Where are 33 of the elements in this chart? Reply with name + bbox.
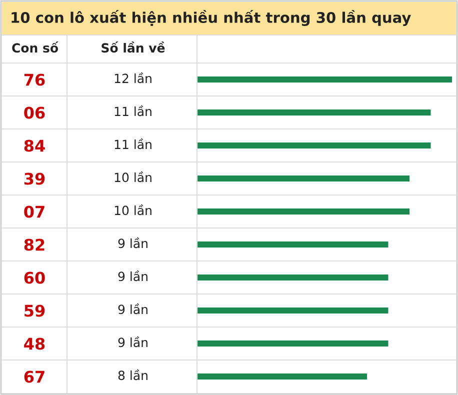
data-label: 9 lần	[118, 303, 148, 314]
data-label: 11 lần	[114, 138, 152, 150]
data-label: 10 lần	[114, 204, 152, 216]
bar	[197, 308, 388, 314]
bar	[197, 76, 452, 82]
bar	[197, 176, 410, 182]
bar	[197, 208, 410, 214]
y-tick-label: 67	[24, 370, 44, 383]
y-tick-label: 06	[24, 106, 45, 119]
text: Con số	[12, 42, 58, 53]
bar	[197, 142, 431, 148]
y-tick-label: 39	[24, 172, 45, 185]
text: Số lần về	[102, 42, 165, 53]
chart-title: 10 con lô xuất hiện nhiều nhất trong 30 lần quay	[12, 10, 411, 26]
y-tick-label: 07	[24, 206, 44, 218]
bar	[197, 374, 367, 380]
y-tick-label: 60	[24, 272, 45, 284]
bar	[197, 340, 388, 346]
data-label: 10 lần	[114, 171, 152, 182]
y-tick-label: 59	[24, 304, 45, 317]
data-label: 9 lần	[118, 237, 148, 248]
y-tick-label: 84	[24, 140, 45, 152]
data-label: 12 lần	[114, 72, 152, 84]
data-label: 8 lần	[118, 369, 148, 380]
y-tick-label: 82	[24, 238, 44, 251]
bar	[197, 242, 388, 248]
y-tick-label: 76	[24, 74, 45, 86]
data-label: 11 lần	[114, 105, 152, 116]
data-label: 9 lần	[118, 336, 148, 348]
y-tick-label: 48	[24, 338, 45, 350]
bar	[197, 274, 388, 280]
bar	[197, 110, 431, 116]
data-label: 9 lần	[118, 270, 148, 282]
